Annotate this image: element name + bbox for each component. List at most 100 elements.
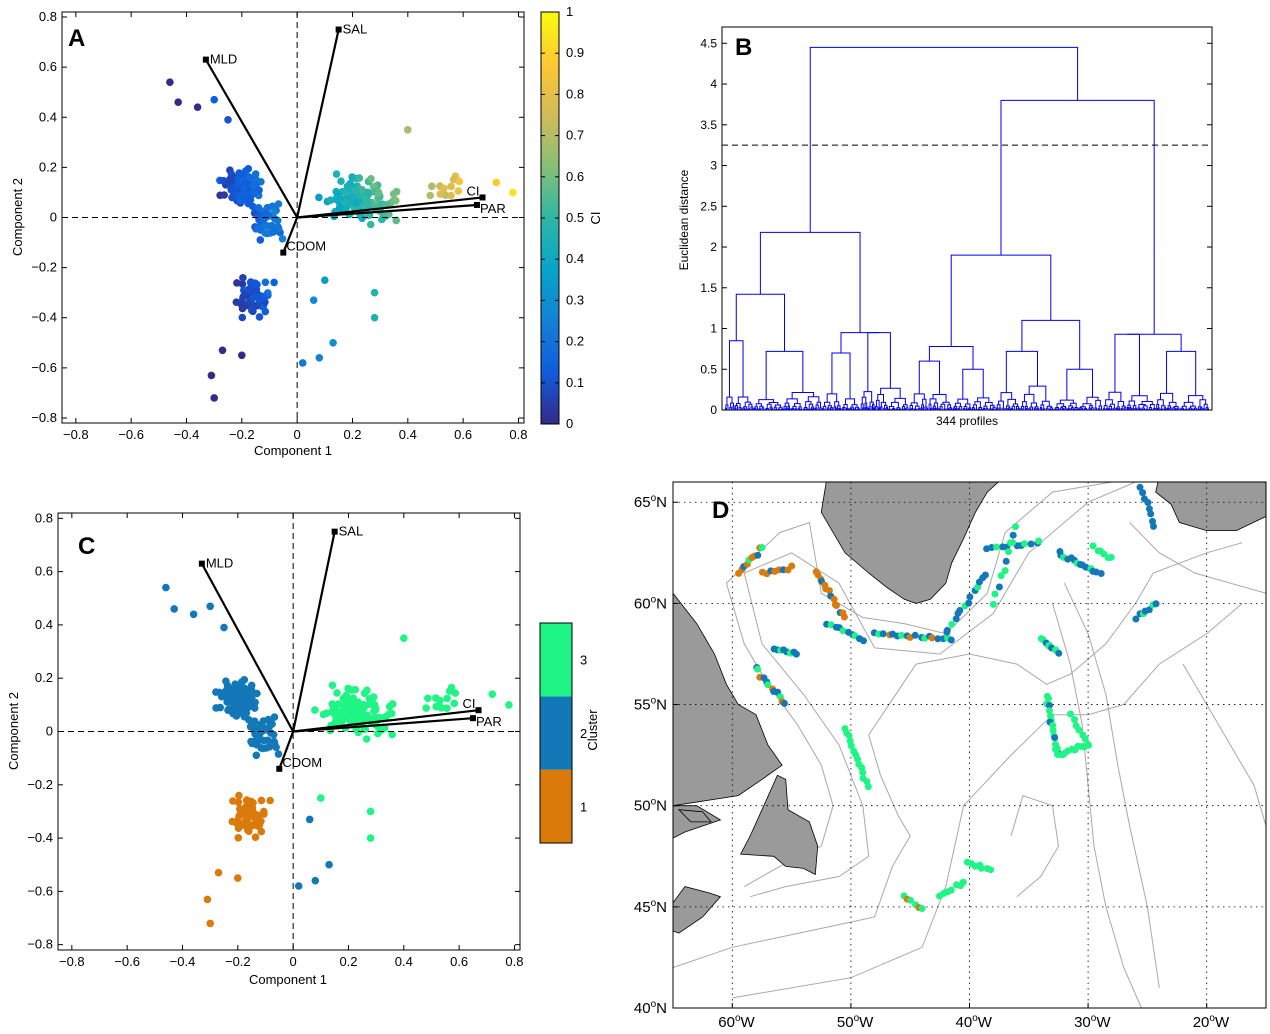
panel-a-y-tick-label: −0.2: [31, 260, 57, 275]
panel-c-point: [252, 751, 261, 760]
panel-d-x-tick-label: 30oW: [1074, 1013, 1111, 1031]
panel-a-point: [224, 116, 232, 124]
panel-d-x-tick-label: 20oW: [1193, 1013, 1230, 1031]
panel-d-station: [907, 896, 915, 904]
panel-d-station: [758, 544, 766, 551]
panel-c-point: [229, 797, 237, 805]
panel-b-link: [1049, 408, 1052, 410]
panel-b-y-tick-label: 2.5: [700, 199, 717, 213]
panel-b-y-tick-label: 3.5: [700, 118, 717, 132]
panel-d-station: [897, 631, 905, 639]
panel-d-letter: D: [712, 497, 729, 524]
panel-a-y-tick-label: −0.4: [31, 310, 57, 325]
panel-c-colorbar: 1 2 3: [539, 622, 587, 844]
panel-a-vector-ci: [297, 196, 483, 219]
panel-a-point: [351, 186, 360, 195]
panel-b-link: [780, 408, 784, 410]
panel-b-link: [837, 408, 840, 410]
panel-d-station: [948, 620, 956, 628]
panel-a-colorbar-ticks: 0 0.1 0.2 0.3 0.4 0.5 0.6 0.7 0.8 0.9 1: [541, 4, 584, 431]
panel-d-station: [993, 543, 1001, 551]
panel-d-land: [673, 482, 1266, 934]
panel-a-point: [309, 296, 318, 305]
panel-c-point: [235, 811, 244, 820]
panel-c-point: [274, 750, 283, 758]
panel-d-station: [1054, 750, 1061, 758]
panel-b-link: [860, 403, 864, 410]
panel-c-vector-label-sal: SAL: [339, 524, 364, 539]
panel-c-vector-tip-mld: [198, 560, 205, 567]
panel-c-point: [162, 583, 170, 592]
panel-c-vector-mld: [200, 563, 295, 733]
panel-b-link: [845, 398, 856, 405]
panel-c-points: [162, 583, 513, 928]
panel-c-point: [443, 694, 451, 703]
panel-a-point: [238, 351, 246, 360]
panel-c-y-tick-label: −0.6: [27, 883, 53, 898]
panel-c-colorbar-tick-label: 2: [580, 726, 587, 741]
panel-a-point: [259, 292, 267, 301]
panel-b-link: [1020, 408, 1023, 410]
panel-d-station: [1001, 567, 1009, 575]
panel-c-x-tick-label: −0.4: [170, 954, 196, 969]
panel-d-station: [1045, 694, 1052, 702]
panel-b-link: [1176, 407, 1180, 410]
panel-c-point: [242, 709, 251, 717]
panel-b-link: [840, 332, 880, 353]
panel-c-point: [366, 807, 375, 816]
panel-a-y-axis-label: Component 2: [10, 178, 25, 256]
panel-d-station: [956, 607, 964, 614]
panel-d-station: [981, 571, 989, 579]
panel-c-colorbar-label: Cluster: [585, 709, 600, 751]
panel-c-point: [248, 821, 257, 830]
panel-d-station: [952, 615, 960, 623]
panel-d-station: [1051, 734, 1059, 742]
panel-a-point: [341, 199, 349, 207]
panel-a-x-tick-label: 0.2: [343, 427, 361, 442]
panel-c-point: [257, 827, 266, 836]
panel-b-link: [847, 408, 850, 410]
panel-c-x-tick-label: −0.8: [59, 954, 85, 969]
panel-d-station: [780, 699, 788, 707]
panel-b-link: [1141, 401, 1153, 405]
panel-a-x-tick-label: 0.6: [454, 427, 472, 442]
panel-b-link: [863, 391, 873, 403]
panel-b-frame: [721, 26, 1213, 411]
panel-a-point: [426, 191, 435, 200]
panel-c-point: [203, 895, 212, 904]
panel-c-point: [360, 703, 368, 712]
panel-b-link: [1023, 393, 1035, 403]
panel-b-link: [932, 393, 947, 403]
panel-b-link: [1132, 405, 1137, 409]
panel-d-station: [1145, 606, 1153, 614]
panel-d-station: [1027, 540, 1035, 548]
panel-c-y-tick-label: −0.2: [27, 777, 53, 792]
panel-b-x-axis-label: 344 profiles: [936, 414, 998, 428]
panel-b-link: [1117, 401, 1125, 407]
panel-b-link: [1074, 407, 1078, 410]
panel-b-link: [756, 408, 759, 410]
panel-a-reference-lines: [62, 12, 524, 423]
panel-d-station: [987, 866, 995, 874]
panel-a-point: [454, 187, 463, 195]
panel-d-station: [1089, 542, 1097, 550]
panel-a-vector-label-cdom: CDOM: [286, 239, 326, 254]
panel-b-link: [809, 46, 1079, 233]
panel-c-x-tick-label: 0: [290, 954, 297, 969]
panel-b-link: [769, 406, 773, 410]
contour-basin-4000m: [732, 603, 1243, 999]
panel-c-x-tick-label: 0.2: [339, 954, 357, 969]
panel-d-station: [860, 637, 867, 645]
panel-a-vector-par: [297, 203, 478, 219]
panel-a-axis-ticks: −0.8 −0.6 −0.4 −0.2 0 0.2 0.4 0.6 0.8 −0.8 −0.6 −0.…: [31, 9, 527, 442]
panel-a-point: [343, 182, 352, 191]
panel-a-point: [240, 183, 248, 192]
panel-a-y-tick-label: −0.6: [31, 360, 57, 375]
panel-b-link: [992, 406, 996, 410]
panel-a-colorbar-tick-label: 0.3: [566, 292, 584, 307]
panel-a-point: [269, 228, 278, 236]
panel-c-point: [257, 744, 266, 752]
panel-b-y-tick-label: 0.5: [700, 362, 717, 376]
